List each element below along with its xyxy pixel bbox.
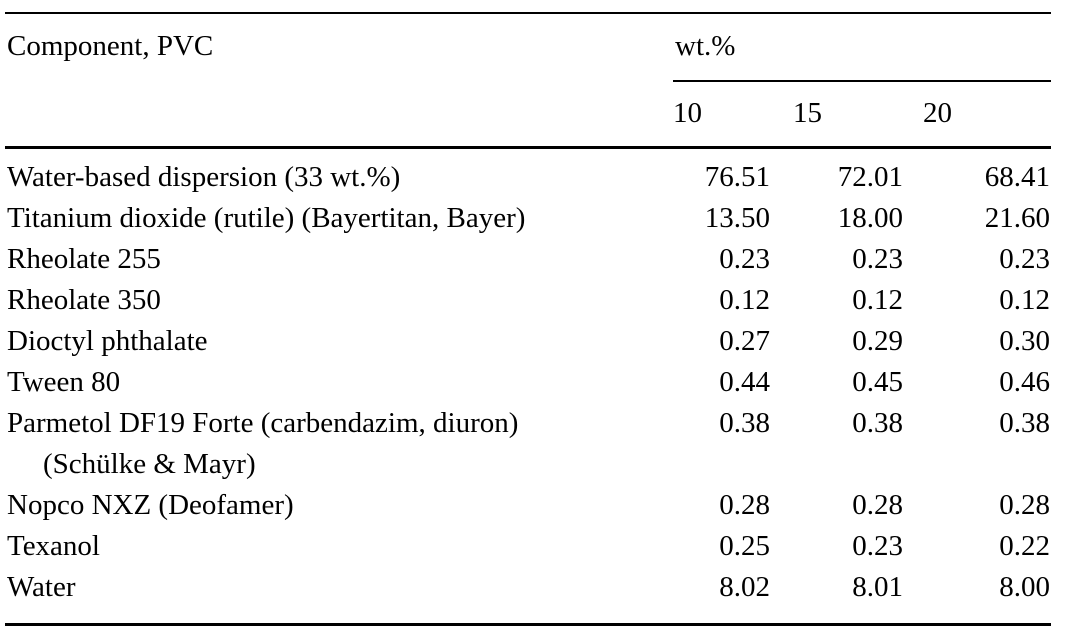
table-row: Parmetol DF19 Forte (carbendazim, diuron…: [5, 403, 1051, 485]
wt-percent-value: 0.27: [719, 325, 770, 357]
table-row: Nopco NXZ (Deofamer) 0.28 0.28 0.28: [5, 485, 1051, 526]
wt-percent-value: 0.28: [852, 489, 903, 521]
component-name: Water: [7, 571, 76, 603]
wt-percent-value: 76.51: [704, 161, 770, 193]
wt-percent-value: 8.02: [719, 571, 770, 603]
component-cell: Water: [5, 567, 673, 625]
table-row: Titanium dioxide (rutile) (Bayertitan, B…: [5, 198, 1051, 239]
wt-percent-value: 18.00: [837, 202, 903, 234]
wt-percent-value: 21.60: [984, 202, 1051, 234]
formulation-table: Component, PVC wt.% 10 15 20 Water-based d…: [5, 12, 1052, 626]
wt-percent-spanner-header: wt.%: [673, 13, 1052, 82]
component-cell: Parmetol DF19 Forte (carbendazim, diuron…: [5, 403, 673, 485]
wt-percent-value: 72.01: [837, 161, 903, 193]
wt-percent-value: 0.45: [852, 366, 903, 398]
pvc-level-header: 20: [923, 97, 952, 129]
pvc-levels-row: 10 15 20: [5, 81, 1051, 148]
wt-percent-value: 13.50: [704, 202, 770, 234]
component-cell: Dioctyl phthalate: [5, 321, 673, 362]
component-cell: Rheolate 255: [5, 239, 673, 280]
component-name: Dioctyl phthalate: [7, 325, 208, 357]
wt-percent-value: 0.38: [719, 407, 770, 439]
table-row: Tween 80 0.44 0.45 0.46: [5, 362, 1051, 403]
table-row: Water-based dispersion (33 wt.%) 76.51 72.…: [5, 148, 1051, 199]
table-body: Water-based dispersion (33 wt.%) 76.51 72.…: [5, 148, 1051, 625]
wt-percent-value: 0.38: [999, 407, 1051, 439]
wt-percent-value: 0.46: [999, 366, 1051, 398]
wt-percent-value: 0.28: [999, 489, 1051, 521]
wt-percent-value: 0.23: [719, 243, 770, 275]
component-name: Parmetol DF19 Forte (carbendazim, diuron…: [7, 407, 519, 439]
table-row: Rheolate 350 0.12 0.12 0.12: [5, 280, 1051, 321]
component-name: Tween 80: [7, 366, 121, 398]
component-name: Rheolate 255: [7, 243, 161, 275]
component-cell: Tween 80: [5, 362, 673, 403]
component-name: Nopco NXZ (Deofamer): [7, 489, 294, 521]
wt-percent-value: 0.38: [852, 407, 903, 439]
wt-percent-value: 0.12: [719, 284, 770, 316]
wt-percent-value: 0.23: [852, 530, 903, 562]
component-cell: Titanium dioxide (rutile) (Bayertitan, B…: [5, 198, 673, 239]
wt-percent-value: 0.44: [719, 366, 770, 398]
pvc-level-header: 15: [793, 97, 822, 129]
wt-percent-value: 8.01: [852, 571, 903, 603]
component-cell: Nopco NXZ (Deofamer): [5, 485, 673, 526]
wt-percent-value: 0.28: [719, 489, 770, 521]
wt-percent-value: 0.12: [999, 284, 1051, 316]
wt-percent-value: 0.29: [852, 325, 903, 357]
component-cell: Water-based dispersion (33 wt.%): [5, 148, 673, 199]
wt-percent-value: 8.00: [999, 571, 1051, 603]
wt-percent-value: 0.22: [999, 530, 1051, 562]
wt-percent-value: 0.23: [999, 243, 1051, 275]
table-row: Texanol 0.25 0.23 0.22: [5, 526, 1051, 567]
table-row: Rheolate 255 0.23 0.23 0.23: [5, 239, 1051, 280]
component-column-header: Component, PVC: [7, 30, 214, 62]
component-name: Texanol: [7, 530, 100, 562]
component-name: Water-based dispersion (33 wt.%): [7, 161, 401, 193]
wt-percent-value: 0.30: [999, 325, 1051, 357]
wt-percent-value: 68.41: [984, 161, 1051, 193]
component-name: Titanium dioxide (rutile) (Bayertitan, B…: [7, 202, 526, 234]
table-row: Dioctyl phthalate 0.27 0.29 0.30: [5, 321, 1051, 362]
wt-percent-value: 0.25: [719, 530, 770, 562]
component-name-continuation: (Schülke & Mayr): [43, 448, 256, 480]
pvc-level-header: 10: [673, 97, 702, 129]
wt-percent-value: 0.12: [852, 284, 903, 316]
table-header: Component, PVC wt.% 10 15 20: [5, 13, 1052, 148]
table-row: Water 8.02 8.01 8.00: [5, 567, 1051, 625]
wt-percent-value: 0.23: [852, 243, 903, 275]
spanner-row: Component, PVC wt.%: [5, 13, 1052, 82]
component-cell: Rheolate 350: [5, 280, 673, 321]
component-cell: Texanol: [5, 526, 673, 567]
component-name: Rheolate 350: [7, 284, 161, 316]
